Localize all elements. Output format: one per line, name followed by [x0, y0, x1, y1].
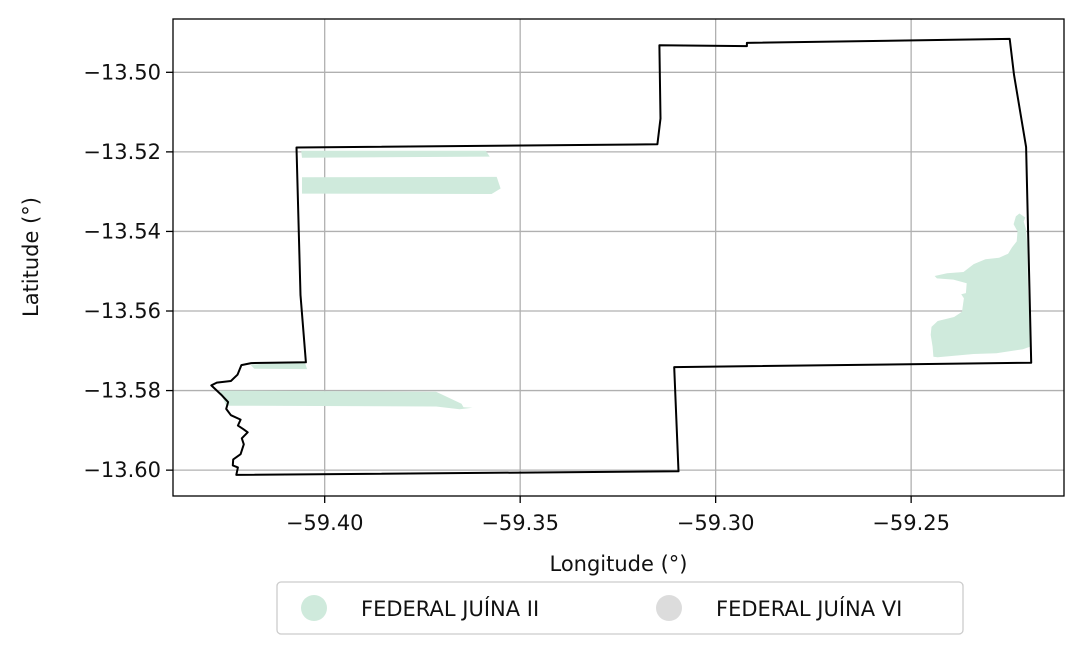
plot-frame: [172, 18, 1065, 497]
x-tick-label: −59.40: [286, 511, 364, 535]
y-tick-label: −13.50: [83, 60, 161, 84]
legend-marker-2: [656, 595, 682, 621]
municipal-boundary-layer: [210, 37, 1033, 476]
legend-entries: FEDERAL JUÍNA II FEDERAL JUÍNA VI: [301, 595, 902, 621]
x-tick-label: −59.25: [872, 511, 950, 535]
y-axis-ticks: −13.50 −13.52 −13.54 −13.56 −13.58 −13.60: [83, 60, 173, 482]
y-tick-label: −13.54: [83, 219, 161, 243]
x-axis-label: Longitude (°): [549, 552, 687, 576]
legend-label-1: FEDERAL JUÍNA II: [361, 596, 539, 621]
x-tick-label: −59.30: [677, 511, 755, 535]
municipal-boundary: [210, 37, 1033, 476]
legend-label-2: FEDERAL JUÍNA VI: [716, 596, 902, 621]
legend-frame: [276, 581, 964, 635]
area-patch-5: [930, 213, 1030, 358]
area-patch-1: [301, 150, 490, 158]
legend: FEDERAL JUÍNA II FEDERAL JUÍNA VI: [276, 581, 964, 635]
y-tick-label: −13.52: [83, 140, 161, 164]
y-tick-label: −13.58: [83, 379, 161, 403]
area-patch-4: [219, 390, 473, 410]
x-axis-ticks: −59.40 −59.35 −59.30 −59.25: [286, 496, 950, 535]
y-tick-label: −13.60: [83, 458, 161, 482]
legend-marker-1: [301, 595, 327, 621]
y-axis-label: Latitude (°): [19, 197, 43, 317]
area-patch-2: [302, 176, 501, 194]
y-tick-label: −13.56: [83, 299, 161, 323]
x-tick-label: −59.35: [481, 511, 559, 535]
